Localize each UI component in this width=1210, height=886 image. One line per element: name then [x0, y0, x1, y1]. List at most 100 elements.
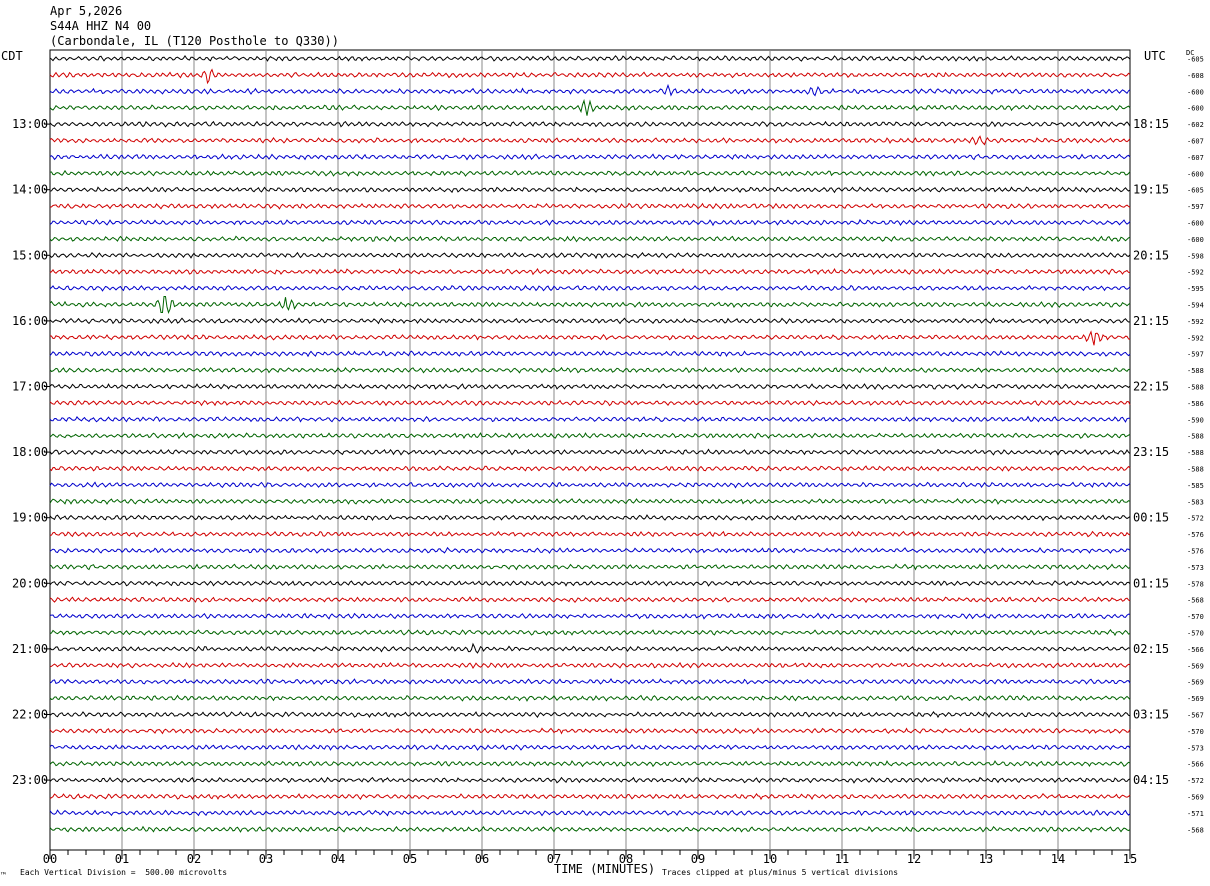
dc-offset-label: -588: [1187, 466, 1204, 474]
x-tick-label: 09: [691, 852, 705, 866]
trace-line: [49, 514, 1131, 522]
trace-line: [49, 809, 1131, 817]
x-tick-label: 00: [43, 852, 57, 866]
dc-offset-label: -605: [1187, 187, 1204, 195]
dc-offset-label: -570: [1187, 728, 1204, 736]
trace-line: [49, 760, 1131, 768]
trace-line: [49, 383, 1131, 391]
dc-offset-label: -588: [1187, 384, 1204, 392]
dc-offset-label: -588: [1187, 367, 1204, 375]
corner-mark: ™: [1, 871, 6, 880]
left-hour-label: 20:00: [12, 576, 48, 590]
trace-line: [49, 628, 1131, 637]
x-tick-label: 15: [1123, 852, 1137, 866]
dc-offset-label: -573: [1187, 564, 1204, 572]
left-hour-label: 22:00: [12, 708, 48, 722]
dc-offset-label: -569: [1187, 695, 1204, 703]
dc-offset-label: -592: [1187, 269, 1204, 277]
dc-offset-label: -576: [1187, 531, 1204, 539]
x-tick-label: 11: [835, 852, 849, 866]
dc-offset-label: -600: [1187, 105, 1204, 113]
trace-line: [49, 399, 1131, 407]
x-axis-title: TIME (MINUTES): [554, 862, 656, 876]
x-tick-label: 10: [763, 852, 777, 866]
left-hour-label: 19:00: [12, 511, 48, 525]
trace-line: [49, 776, 1131, 784]
trace-line: [49, 744, 1131, 751]
right-hour-label: 00:15: [1133, 511, 1169, 525]
trace-line: [49, 366, 1131, 374]
dc-offset-label: -567: [1187, 712, 1204, 720]
trace-line: [49, 579, 1131, 587]
trace-line: [49, 432, 1131, 440]
right-hour-label: 19:15: [1133, 183, 1169, 197]
dc-offset-label: -568: [1187, 826, 1204, 834]
header-date: Apr 5,2026: [50, 4, 123, 18]
dc-offset-label: -566: [1187, 646, 1204, 654]
dc-offset-label: -607: [1187, 154, 1204, 162]
right-hour-label: 01:15: [1133, 576, 1169, 590]
dc-offset-label: -597: [1187, 351, 1204, 359]
dc-offset-label: -586: [1187, 400, 1204, 408]
x-tick-label: 07: [547, 852, 561, 866]
dc-offset-label: -595: [1187, 285, 1204, 293]
dc-offset-label: -600: [1187, 236, 1204, 244]
right-hour-label: 23:15: [1133, 445, 1169, 459]
dc-offset-label: -576: [1187, 548, 1204, 556]
right-hour-label: 21:15: [1133, 314, 1169, 328]
trace-line: [49, 186, 1131, 194]
trace-line: [49, 284, 1131, 292]
dc-offset-label: -566: [1187, 761, 1204, 769]
dc-offset-label: -570: [1187, 613, 1204, 621]
left-hour-label: 14:00: [12, 183, 48, 197]
trace-line: [49, 711, 1131, 719]
trace-line: [49, 218, 1131, 227]
trace-line: [49, 596, 1131, 604]
dc-column-header: DC: [1186, 49, 1195, 57]
left-hour-label: 21:00: [12, 642, 48, 656]
trace-line: [49, 481, 1131, 489]
trace-line: [49, 642, 1131, 654]
trace-line: [49, 793, 1131, 801]
trace-line: [49, 612, 1131, 620]
dc-offset-label: -592: [1187, 318, 1204, 326]
x-tick-label: 03: [259, 852, 273, 866]
right-hour-label: 18:15: [1133, 117, 1169, 131]
dc-offset-label: -600: [1187, 88, 1204, 96]
trace-line: [49, 825, 1131, 833]
dc-offset-label: -607: [1187, 138, 1204, 146]
trace-line: [49, 268, 1131, 276]
trace-line: [49, 54, 1131, 62]
trace-line: [49, 530, 1131, 538]
dc-offset-label: -592: [1187, 334, 1204, 342]
trace-line: [49, 694, 1131, 702]
trace-line: [49, 202, 1131, 210]
right-hour-label: 20:15: [1133, 248, 1169, 262]
dc-offset-label: -585: [1187, 482, 1204, 490]
x-tick-label: 08: [619, 852, 633, 866]
dc-offset-label: -583: [1187, 498, 1204, 506]
right-hour-label: 03:15: [1133, 708, 1169, 722]
trace-line: [49, 169, 1131, 177]
dc-offset-label: -588: [1187, 433, 1204, 441]
dc-offset-label: -568: [1187, 597, 1204, 605]
left-hour-label: 17:00: [12, 380, 48, 394]
x-tick-label: 12: [907, 852, 921, 866]
trace-line: [49, 330, 1131, 346]
dc-offset-label: -594: [1187, 302, 1204, 310]
dc-offset-label: -597: [1187, 203, 1204, 211]
left-zone-label: CDT: [1, 49, 23, 63]
x-tick-label: 04: [331, 852, 345, 866]
dc-offset-label: -588: [1187, 449, 1204, 457]
clip-note: Traces clipped at plus/minus 5 vertical …: [662, 868, 899, 877]
right-hour-label: 22:15: [1133, 380, 1169, 394]
dc-offset-label: -569: [1187, 679, 1204, 687]
trace-line: [49, 83, 1131, 97]
trace-line: [49, 317, 1131, 325]
dc-offset-label: -578: [1187, 580, 1204, 588]
dc-offset-label: -608: [1187, 72, 1204, 80]
x-tick-label: 05: [403, 852, 417, 866]
trace-line: [49, 498, 1131, 505]
dc-offset-label: -600: [1187, 170, 1204, 178]
